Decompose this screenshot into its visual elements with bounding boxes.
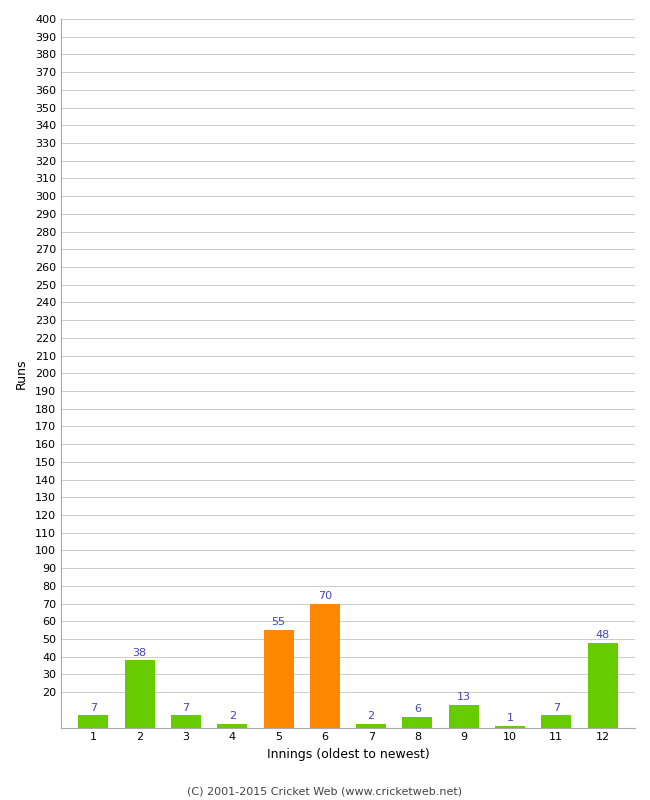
Bar [541, 715, 571, 727]
Text: (C) 2001-2015 Cricket Web (www.cricketweb.net): (C) 2001-2015 Cricket Web (www.cricketwe… [187, 786, 463, 796]
Bar [79, 715, 109, 727]
Bar [125, 660, 155, 727]
Y-axis label: Runs: Runs [15, 358, 28, 389]
Bar [588, 642, 618, 727]
Text: 7: 7 [552, 702, 560, 713]
X-axis label: Innings (oldest to newest): Innings (oldest to newest) [266, 748, 430, 761]
Bar [495, 726, 525, 727]
Text: 7: 7 [183, 702, 190, 713]
Bar [356, 724, 386, 727]
Text: 38: 38 [133, 648, 147, 658]
Text: 55: 55 [272, 618, 285, 627]
Bar [263, 630, 294, 727]
Text: 6: 6 [414, 704, 421, 714]
Bar [171, 715, 201, 727]
Text: 70: 70 [318, 591, 332, 601]
Text: 2: 2 [229, 711, 236, 722]
Bar [402, 717, 432, 727]
Bar [310, 603, 340, 727]
Text: 2: 2 [368, 711, 375, 722]
Text: 1: 1 [506, 713, 514, 723]
Bar [217, 724, 248, 727]
Text: 13: 13 [457, 692, 471, 702]
Bar [448, 705, 479, 727]
Text: 48: 48 [595, 630, 610, 640]
Text: 7: 7 [90, 702, 97, 713]
